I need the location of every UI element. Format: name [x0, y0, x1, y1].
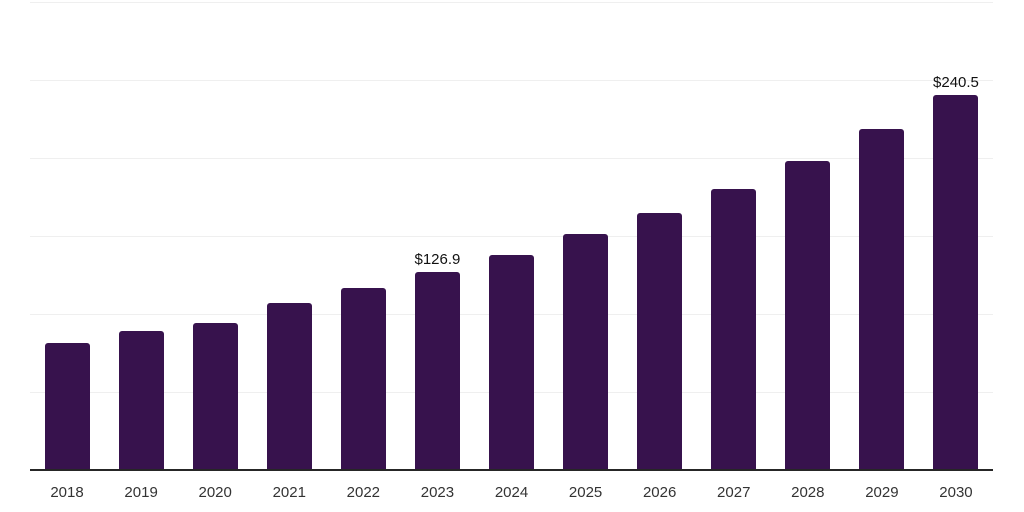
bar-2029	[859, 129, 905, 470]
bar-value-label-2023: $126.9	[414, 251, 461, 269]
x-tick-label-2027: 2027	[717, 484, 751, 501]
x-tick-label-2021: 2021	[272, 484, 306, 501]
x-tick-label-2022: 2022	[346, 484, 381, 501]
bar-2026	[637, 213, 683, 470]
x-axis-line	[30, 469, 993, 471]
x-tick-label-2019: 2019	[124, 484, 158, 501]
gridline	[30, 80, 993, 81]
bar-2022	[340, 288, 386, 470]
bar-2025	[563, 233, 609, 470]
x-tick-label-2028: 2028	[791, 484, 825, 501]
bar-2023	[414, 272, 460, 470]
bar-2020	[192, 323, 238, 470]
x-tick-label-2020: 2020	[198, 484, 232, 501]
bar-2024	[489, 254, 534, 470]
x-axis-labels: 2018 2019 2020 2021 2022 2023 2024 2025 2026 2027…	[30, 484, 993, 501]
gridline	[30, 158, 993, 159]
bar-2021	[266, 302, 312, 470]
bar-2027	[711, 188, 757, 470]
x-tick-label-2029: 2029	[865, 484, 899, 501]
x-tick-label-2030: 2030	[939, 484, 973, 501]
plot-area: $126.9 $240.5	[30, 2, 993, 470]
x-tick-label-2025: 2025	[568, 484, 603, 501]
x-tick-label-2024: 2024	[494, 484, 529, 501]
bar-2028	[785, 160, 831, 470]
bar-value-label-2030: $240.5	[933, 73, 979, 91]
x-tick-label-2023: 2023	[420, 484, 455, 501]
bar-2018	[44, 343, 90, 470]
bar-2030	[933, 94, 979, 470]
gridline	[30, 236, 993, 237]
x-tick-label-2026: 2026	[642, 484, 677, 501]
gridline	[30, 2, 993, 3]
bar-2019	[118, 330, 164, 470]
x-tick-label-2018: 2018	[50, 484, 84, 501]
